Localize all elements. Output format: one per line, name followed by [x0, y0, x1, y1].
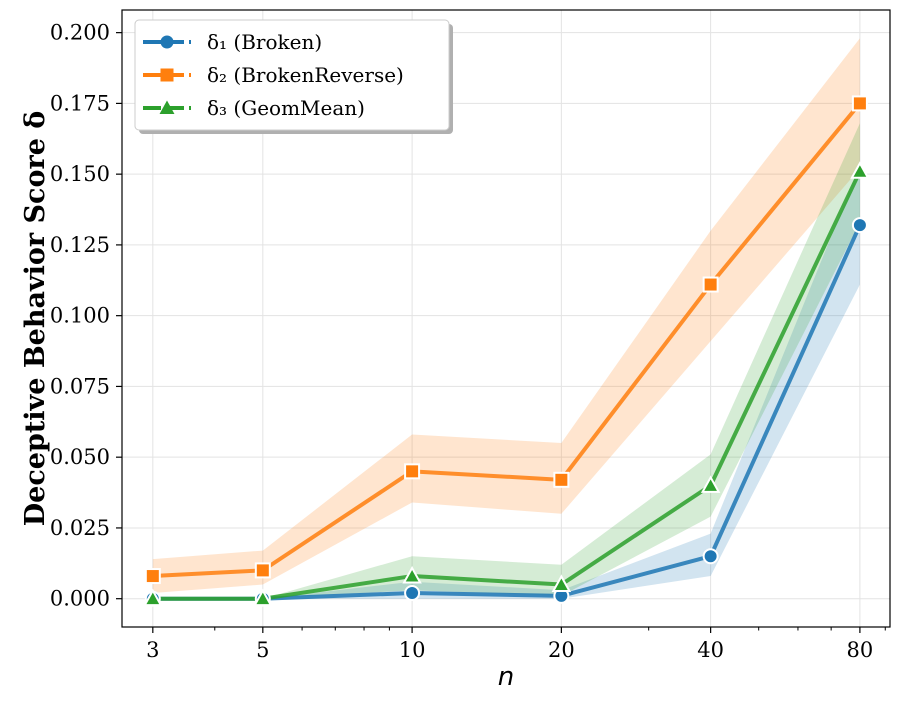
data-point-triangle — [159, 100, 175, 114]
legend-entry: δ₁ (Broken) — [207, 30, 322, 54]
data-point-circle — [702, 548, 719, 565]
data-point-triangle — [551, 574, 572, 592]
x-tick-label: 5 — [256, 638, 269, 662]
data-point-circle — [851, 217, 868, 234]
x-tick-label: 10 — [399, 638, 426, 662]
data-point-square — [851, 95, 868, 112]
y-axis-label: Deceptive Behavior Score δ — [20, 111, 51, 527]
y-tick-label: 0.075 — [50, 374, 110, 398]
series-line — [152, 170, 862, 601]
data-point-square — [160, 68, 174, 82]
y-tick-label: 0.100 — [50, 304, 110, 328]
confidence-band — [152, 123, 860, 599]
data-point-triangle — [253, 588, 273, 607]
data-point-triangle — [850, 161, 870, 179]
series-line — [152, 102, 862, 579]
data-point-triangle — [143, 588, 163, 607]
data-point-square — [404, 463, 421, 480]
legend-entry: δ₃ (GeomMean) — [207, 96, 365, 120]
y-tick-label: 0.200 — [50, 21, 110, 45]
data-point-square — [702, 276, 719, 293]
x-axis-label: n — [498, 662, 514, 692]
confidence-band — [152, 38, 860, 594]
legend-entry: δ₂ (BrokenReverse) — [207, 63, 404, 87]
y-tick-label: 0.000 — [50, 587, 110, 611]
y-tick-label: 0.050 — [50, 445, 110, 469]
data-point-circle — [160, 35, 174, 49]
x-tick-label: 40 — [697, 638, 724, 662]
axis-ticks: 0.000 0.025 0.050 0.075 0.100 0.125 0.150 0.175… — [50, 21, 886, 662]
x-tick-label: 3 — [146, 638, 159, 662]
legend-box — [134, 19, 450, 131]
data-point-square — [553, 471, 570, 488]
x-tick-label: 20 — [548, 638, 575, 662]
legend: δ₁ (Broken) δ₂ (BrokenReverse) δ₃ (GeomMea… — [134, 19, 453, 134]
data-point-triangle — [700, 475, 721, 493]
y-tick-label: 0.025 — [50, 516, 110, 540]
data-point-triangle — [402, 565, 422, 584]
y-tick-label: 0.125 — [50, 233, 110, 257]
x-tick-label: 80 — [847, 638, 874, 662]
y-tick-label: 0.175 — [50, 91, 110, 115]
series-lines — [152, 102, 862, 601]
y-tick-label: 0.150 — [50, 162, 110, 186]
series-markers — [143, 95, 870, 607]
confidence-bands — [152, 38, 860, 599]
plot-frame — [121, 9, 891, 628]
data-point-square — [254, 562, 271, 579]
data-point-square — [144, 568, 161, 585]
data-point-circle — [404, 585, 421, 602]
